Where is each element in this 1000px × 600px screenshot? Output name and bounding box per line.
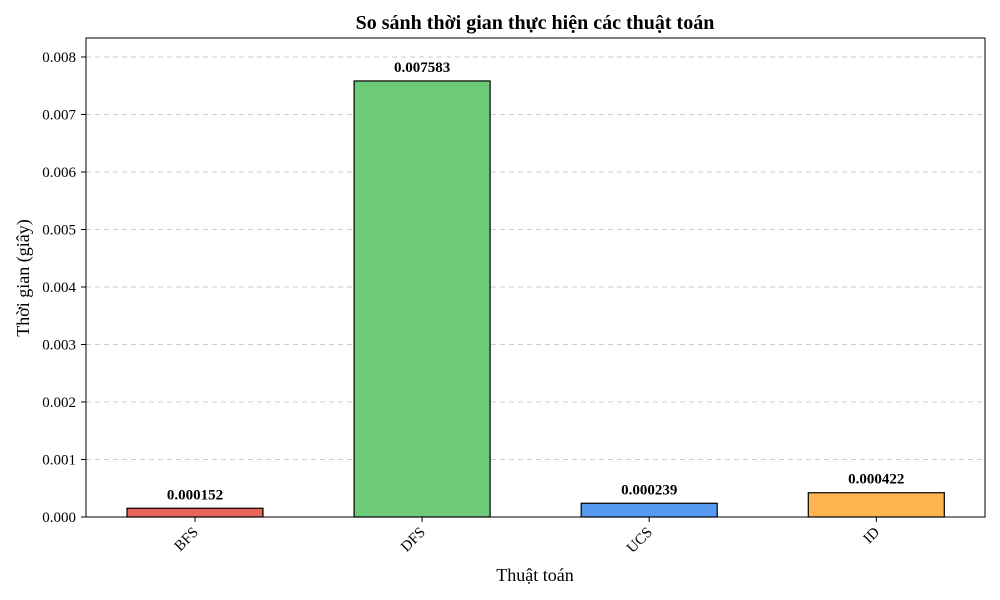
y-axis: 0.000 0.001 0.002 0.003 0.004 0.005 0.006 0.007… [42, 50, 86, 526]
bar-dfs [353, 80, 491, 518]
x-axis: BFS DFS UCS ID [172, 517, 884, 557]
x-tick-label-ucs: UCS [624, 525, 656, 557]
chart-title: So sánh thời gian thực hiện các thuật to… [356, 12, 715, 34]
data-label-ucs: 0.000239 [621, 482, 677, 498]
plot-frame [85, 37, 986, 518]
bar-bfs [126, 507, 264, 518]
data-labels: 0.000152 0.007583 0.000239 0.000422 [167, 60, 905, 503]
x-tick-label-id: ID [861, 524, 884, 547]
x-axis-label: Thuật toán [496, 565, 573, 585]
y-tick-label: 0.005 [42, 222, 76, 238]
y-tick-label: 0.006 [42, 165, 76, 181]
bar-ucs [580, 502, 718, 518]
y-tick-label: 0.002 [42, 395, 76, 411]
data-label-dfs: 0.007583 [394, 60, 450, 76]
grid [86, 56, 985, 460]
y-tick-label: 0.000 [42, 510, 76, 526]
y-tick-label: 0.003 [42, 337, 76, 353]
y-tick-label: 0.004 [42, 280, 76, 296]
y-tick-label: 0.007 [42, 107, 76, 123]
y-tick-label: 0.008 [42, 50, 76, 66]
data-label-bfs: 0.000152 [167, 487, 223, 503]
y-axis-label: Thời gian (giây) [13, 219, 34, 336]
data-label-id: 0.000422 [848, 472, 904, 488]
x-tick-label-dfs: DFS [398, 525, 429, 556]
y-tick-label: 0.001 [42, 452, 76, 468]
bar-id [807, 492, 945, 518]
x-tick-label-bfs: BFS [172, 525, 202, 555]
bars [126, 80, 945, 518]
